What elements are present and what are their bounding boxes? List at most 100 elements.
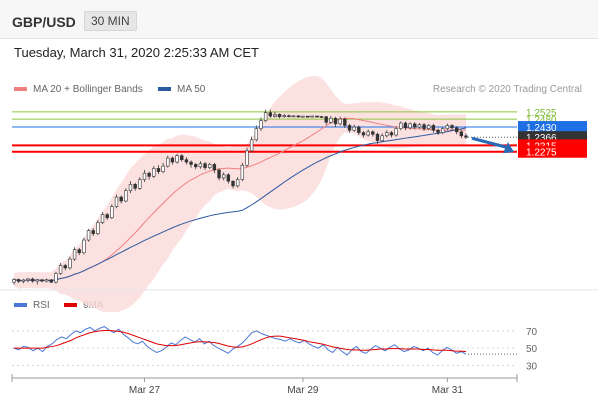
candle-body — [324, 116, 328, 123]
candle-body — [371, 131, 375, 135]
candle-body — [338, 118, 342, 125]
candle — [352, 124, 356, 132]
candle-body — [287, 115, 291, 117]
rsi-9ma-line — [14, 329, 467, 353]
timeframe-badge[interactable]: 30 MIN — [84, 11, 137, 31]
candle-body — [329, 118, 333, 123]
candle-body — [357, 126, 361, 133]
candle — [459, 130, 464, 139]
candle — [277, 113, 282, 119]
candle-body — [403, 122, 408, 129]
candle-body — [315, 115, 319, 118]
candle-body — [296, 115, 300, 118]
candle-body — [273, 114, 277, 117]
candle-body — [170, 157, 175, 163]
header-bar: GBP/USD 30 MIN — [0, 0, 598, 39]
candle — [194, 162, 198, 170]
candle-body — [352, 126, 356, 131]
candle — [287, 114, 291, 118]
candle — [110, 204, 114, 220]
candle-body — [152, 168, 156, 177]
candle-body — [142, 172, 147, 180]
candle-body — [333, 118, 338, 125]
candle — [403, 121, 408, 131]
candle-body — [319, 116, 324, 118]
candle-body — [110, 206, 114, 219]
candle-body — [301, 115, 305, 118]
ma50-line — [13, 127, 467, 281]
candle — [86, 228, 91, 242]
candle — [44, 278, 49, 283]
candle — [333, 116, 338, 128]
candle-body — [366, 131, 370, 136]
candlesticks — [12, 109, 468, 285]
candle-body — [347, 125, 352, 131]
arrow-head — [503, 142, 514, 154]
candle — [361, 131, 366, 138]
candle-body — [21, 279, 26, 282]
legend-swatch-ma50 — [158, 87, 171, 92]
copyright: Research © 2020 Trading Central — [432, 84, 582, 95]
candle — [12, 278, 16, 285]
candle — [464, 133, 468, 139]
candle-body — [77, 249, 81, 254]
candle — [259, 117, 263, 132]
candle-body — [408, 123, 412, 129]
candle — [301, 115, 305, 118]
rsi-tick-30: 30 — [526, 361, 538, 372]
candle — [329, 115, 333, 124]
candle — [77, 247, 81, 256]
legend-swatch-rsi — [14, 303, 27, 308]
candle — [152, 166, 156, 178]
candle-body — [91, 230, 95, 234]
candle — [166, 155, 170, 168]
candle — [375, 132, 380, 144]
candle-body — [454, 127, 459, 133]
candle-body — [82, 239, 86, 254]
candle — [161, 162, 165, 174]
candle-body — [212, 164, 217, 171]
rsi-line — [13, 326, 467, 356]
candle-body — [161, 165, 165, 172]
legend-label-ma20: MA 20 + Bollinger Bands — [33, 84, 143, 95]
level-1-2430-label: 1.2430 — [526, 123, 557, 134]
level-1-2525-label: 1.2525 — [526, 108, 557, 119]
candle — [380, 133, 384, 143]
candle-body — [361, 132, 366, 136]
candle — [319, 115, 324, 118]
candle-body — [54, 273, 58, 283]
candle — [315, 115, 319, 118]
price-levels — [12, 111, 517, 153]
candle — [454, 126, 459, 135]
candle — [450, 124, 454, 131]
candle — [184, 157, 189, 165]
candle — [296, 115, 300, 118]
x-tick-label: Mar 31 — [432, 385, 464, 396]
candle-body — [208, 164, 212, 168]
candle-body — [156, 168, 161, 172]
candle-body — [394, 128, 398, 136]
legend-swatch-9ma — [64, 303, 77, 308]
candle-body — [263, 112, 268, 121]
candle — [212, 162, 217, 174]
candle-body — [58, 265, 63, 274]
candle-body — [380, 135, 384, 141]
candle — [240, 162, 245, 182]
candle-body — [138, 179, 142, 189]
candle — [273, 111, 277, 118]
candle-body — [12, 279, 16, 283]
candle — [26, 277, 30, 283]
candle-body — [249, 139, 254, 152]
candle — [268, 109, 272, 118]
candle-body — [184, 159, 189, 163]
symbol-title: GBP/USD — [12, 14, 76, 30]
candle-body — [399, 122, 403, 129]
candle-body — [96, 222, 100, 234]
candle — [30, 277, 35, 283]
candle — [175, 153, 179, 164]
candle-body — [389, 132, 394, 136]
candle — [357, 125, 361, 136]
candle-body — [226, 174, 231, 182]
candle-body — [49, 279, 53, 283]
